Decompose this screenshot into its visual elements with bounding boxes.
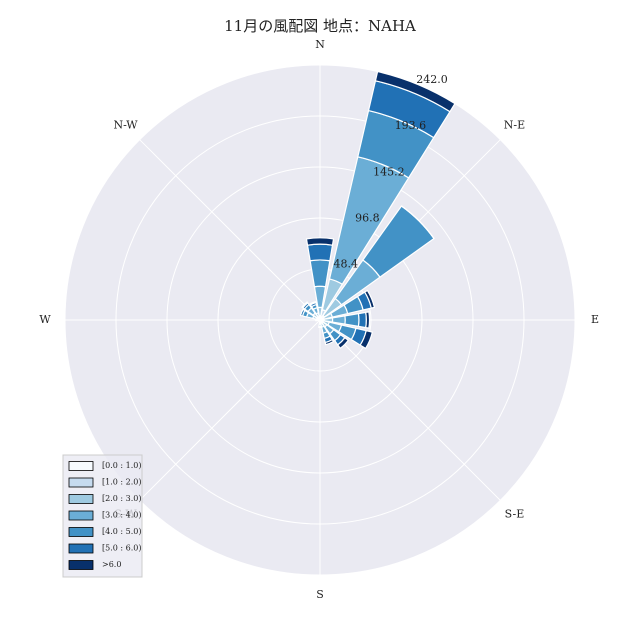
legend-label: [0.0 : 1.0)	[102, 461, 141, 470]
legend-swatch	[69, 478, 93, 487]
legend-label: [3.0 : 4.0)	[102, 511, 141, 520]
legend-swatch	[69, 511, 93, 520]
r-tick-label: 96.8	[355, 211, 380, 224]
chart-title: 11月の風配図 地点：NAHA	[224, 17, 416, 35]
r-tick-label: 145.2	[373, 165, 405, 178]
legend-label: >6.0	[102, 560, 121, 569]
legend-swatch	[69, 495, 93, 504]
direction-label: E	[591, 313, 599, 326]
direction-label: S-E	[505, 507, 525, 520]
legend-label: [1.0 : 2.0)	[102, 478, 141, 487]
legend-label: [2.0 : 3.0)	[102, 494, 141, 503]
r-tick-label: 193.6	[395, 119, 427, 132]
r-tick-label: 48.4	[334, 258, 359, 271]
wind-segment	[366, 312, 370, 328]
wind-segment	[308, 244, 333, 261]
wind-segment	[358, 312, 366, 327]
legend-swatch	[69, 561, 93, 570]
direction-label: N	[315, 38, 325, 51]
legend-label: [4.0 : 5.0)	[102, 527, 141, 536]
direction-label: N-E	[504, 119, 525, 132]
direction-label: N-W	[114, 119, 139, 132]
r-tick-label: 242.0	[416, 73, 448, 86]
legend-swatch	[69, 528, 93, 537]
wind-segment	[345, 314, 359, 327]
legend-swatch	[69, 462, 93, 471]
direction-label: W	[39, 313, 51, 326]
legend: [0.0 : 1.0) [1.0 : 2.0) [2.0 : 3.0) [3.0 : …	[63, 455, 142, 577]
wind-segment	[307, 238, 334, 245]
legend-label: [5.0 : 6.0)	[102, 544, 141, 553]
legend-swatch	[69, 544, 93, 553]
direction-label: S	[316, 588, 324, 601]
